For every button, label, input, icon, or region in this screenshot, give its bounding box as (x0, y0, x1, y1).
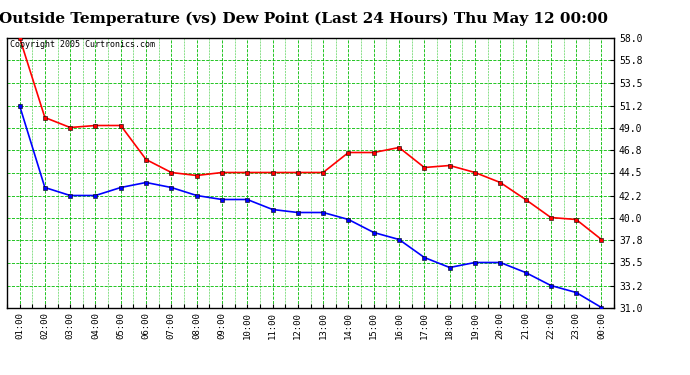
Text: Copyright 2005 Curtronics.com: Copyright 2005 Curtronics.com (10, 40, 155, 49)
Text: Outside Temperature (vs) Dew Point (Last 24 Hours) Thu May 12 00:00: Outside Temperature (vs) Dew Point (Last… (0, 11, 608, 26)
